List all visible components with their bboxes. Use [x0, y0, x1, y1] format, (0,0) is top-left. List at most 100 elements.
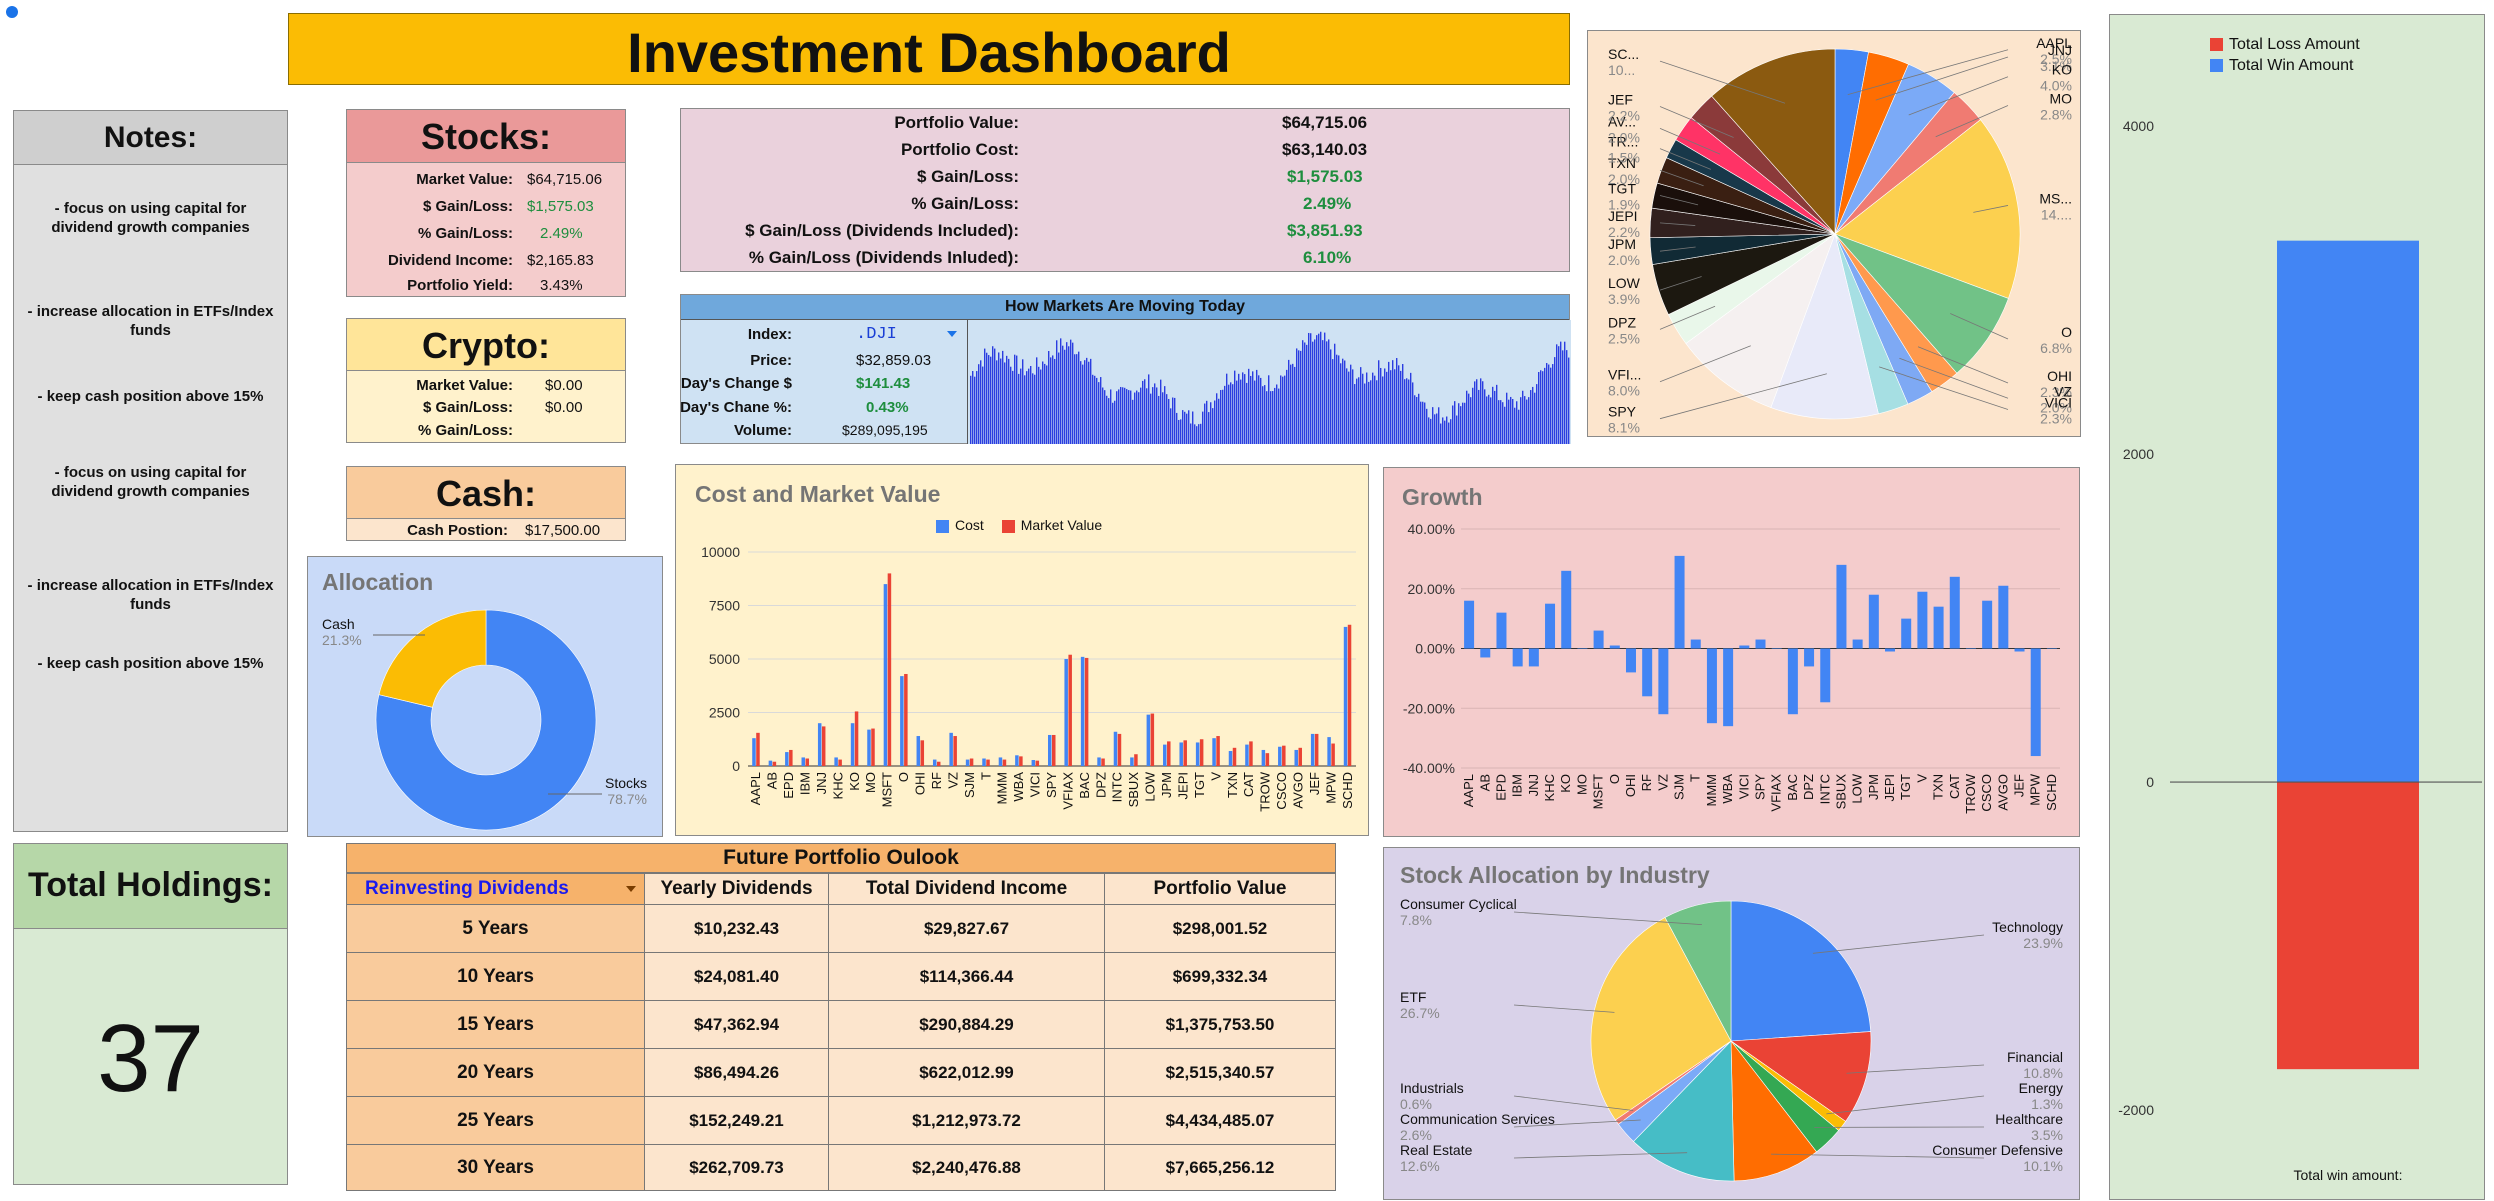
x-tick-label: VZ	[1655, 774, 1670, 791]
x-tick-label: SBUX	[1833, 774, 1848, 810]
volume-bar	[1020, 369, 1021, 444]
slice-percent: 12.6%	[1400, 1158, 1440, 1174]
slice-percent: 10.1%	[2023, 1158, 2063, 1174]
volume-bar	[1158, 396, 1159, 444]
note-item: - keep cash position above 15%	[14, 387, 287, 406]
x-tick-label: VZ	[945, 772, 960, 789]
cost-bar	[1179, 742, 1183, 766]
volume-bar	[1478, 390, 1479, 444]
volume-bar	[1328, 339, 1329, 444]
crypto-panel: Crypto: Market Value: $0.00 $ Gain/Loss:…	[346, 318, 626, 443]
x-tick-label: SPY	[1044, 772, 1059, 798]
volume-bar	[1416, 397, 1417, 444]
slice-percent: 0.6%	[1400, 1096, 1432, 1112]
slice-label: SC...	[1608, 46, 1639, 62]
volume-bar	[992, 346, 993, 444]
volume-bar	[1100, 377, 1101, 444]
x-tick-label: MSFT	[1591, 774, 1606, 809]
markets-label: Day's Chane %:	[680, 399, 792, 416]
volume-bar	[1342, 359, 1343, 444]
growth-bar	[1756, 640, 1766, 649]
slice-label: Consumer Defensive	[1932, 1142, 2063, 1158]
cost-bar	[802, 757, 806, 766]
volume-bar	[1058, 353, 1059, 444]
volume-bar	[980, 360, 981, 444]
slice-label: Financial	[2007, 1049, 2063, 1065]
volume-bar	[1088, 362, 1089, 444]
cost-bar	[1081, 657, 1085, 766]
volume-bar	[1550, 368, 1551, 444]
volume-bar	[1306, 345, 1307, 444]
x-tick-label: JEF	[2012, 774, 2027, 797]
index-dropdown[interactable]: .DJI	[856, 325, 897, 344]
volume-bar	[1286, 370, 1287, 444]
total-holdings-panel: Total Holdings: 37	[13, 843, 288, 1185]
volume-bar	[996, 360, 997, 444]
crypto-label: $ Gain/Loss:	[423, 399, 513, 416]
y-tick-label: 10000	[701, 544, 740, 560]
market-sparkline	[968, 320, 1571, 444]
x-tick-label: KHC	[830, 772, 845, 799]
volume-bar	[1536, 384, 1537, 444]
portfolio-label: % Gain/Loss (Dividends Inluded):	[749, 248, 1019, 268]
volume-bar	[1458, 403, 1459, 444]
x-tick-label: KHC	[1542, 774, 1557, 801]
volume-bar	[1188, 410, 1189, 444]
table-row: 30 Years $262,709.73 $2,240,476.88 $7,66…	[347, 1145, 1336, 1191]
x-tick-label: JEPI	[1175, 772, 1190, 799]
crypto-label: % Gain/Loss:	[418, 422, 513, 439]
x-tick-label: INTC	[1110, 772, 1125, 802]
market-value-bar	[838, 760, 842, 766]
volume-bar	[1384, 368, 1385, 444]
volume-bar	[1546, 363, 1547, 444]
x-tick-label: AB	[1477, 774, 1492, 791]
volume-bar	[1516, 401, 1517, 444]
reinvest-dropdown[interactable]: Reinvesting Dividends	[347, 874, 645, 905]
x-tick-label: MSFT	[880, 772, 895, 807]
growth-bar	[1513, 649, 1523, 667]
x-tick-label: SJM	[962, 772, 977, 798]
volume-bar	[1046, 365, 1047, 444]
volume-bar	[972, 371, 973, 444]
table-row: 15 Years $47,362.94 $290,884.29 $1,375,7…	[347, 1001, 1336, 1049]
chevron-down-icon[interactable]	[947, 331, 957, 337]
volume-bar	[998, 352, 999, 444]
volume-bar	[1186, 414, 1187, 444]
x-tick-label: VICI	[1028, 772, 1043, 797]
volume-bar	[1164, 386, 1165, 444]
x-tick-label: MMM	[1704, 774, 1719, 807]
cost-bar	[1212, 738, 1216, 766]
volume-bar	[1524, 396, 1525, 444]
volume-bar	[1310, 333, 1311, 444]
volume-bar	[1170, 408, 1171, 444]
growth-bar	[1934, 607, 1944, 649]
volume-bar	[1492, 387, 1493, 444]
volume-bar	[1494, 391, 1495, 444]
slice-percent: 6.8%	[2040, 340, 2072, 356]
volume-bar	[1110, 389, 1111, 444]
slice-label: JNJ	[2048, 42, 2072, 58]
volume-bar	[1042, 361, 1043, 444]
y-tick-label: 7500	[709, 598, 740, 614]
volume-bar	[1074, 354, 1075, 444]
x-tick-label: SCHD	[1340, 772, 1355, 809]
volume-bar	[1218, 399, 1219, 444]
stock-value: 3.43%	[540, 277, 583, 294]
growth-chart: Growth 40.00%20.00%0.00%-20.00%-40.00%AA…	[1383, 467, 2080, 837]
growth-bar	[1869, 595, 1879, 649]
cost-bar	[949, 733, 953, 766]
growth-bar	[1691, 640, 1701, 649]
volume-bar	[1146, 388, 1147, 444]
volume-bar	[1316, 335, 1317, 444]
cost-bar	[1032, 760, 1036, 766]
volume-bar	[1068, 346, 1069, 444]
stock-label: % Gain/Loss:	[418, 225, 513, 242]
chevron-down-icon[interactable]	[626, 886, 636, 892]
growth-bar	[2015, 649, 2025, 652]
x-tick-label: LOW	[1143, 771, 1158, 801]
volume-bar	[1136, 391, 1137, 444]
volume-bar	[1566, 350, 1567, 444]
volume-bar	[1078, 352, 1079, 444]
